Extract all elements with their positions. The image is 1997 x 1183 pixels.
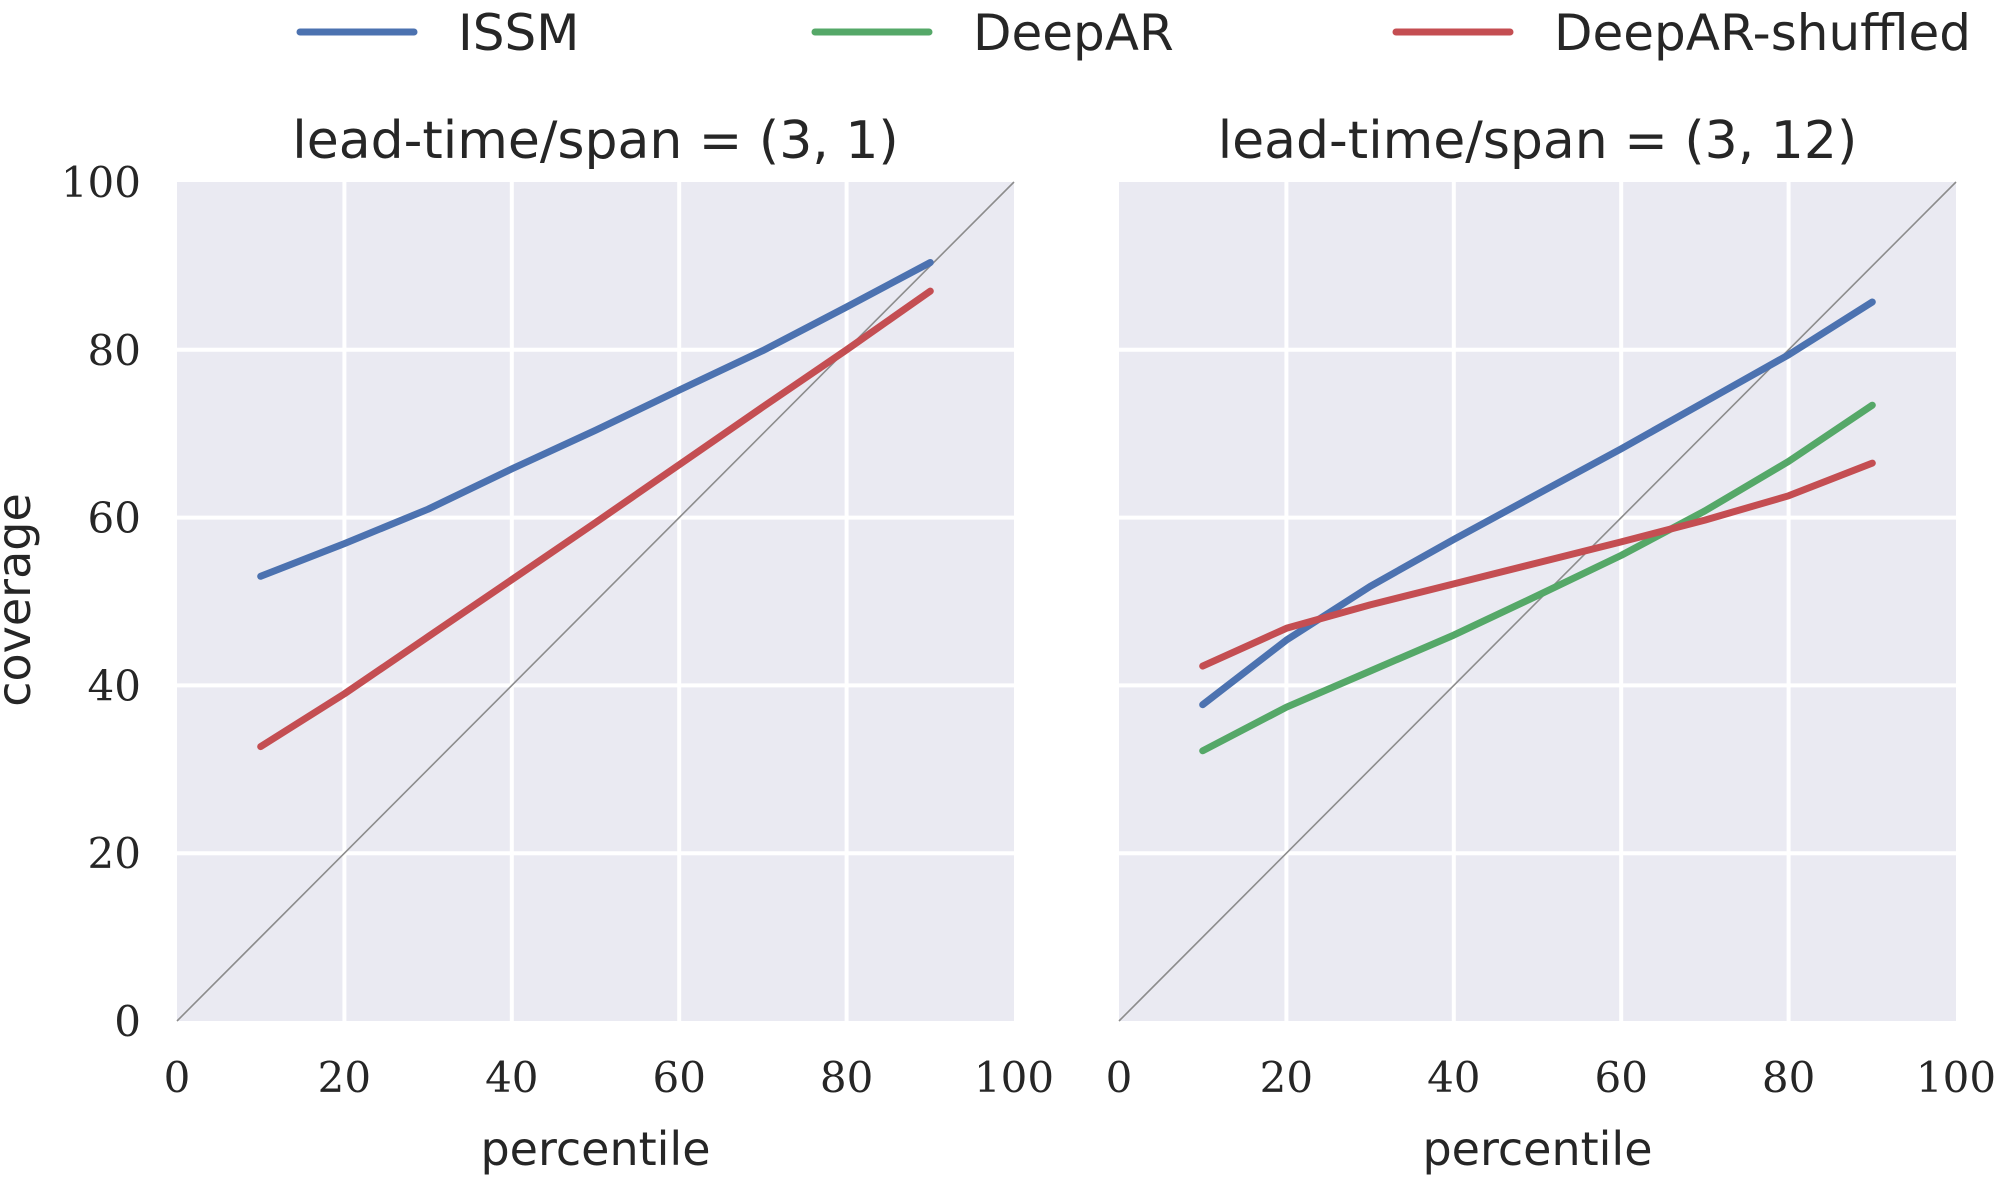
x-tick-label: 40 xyxy=(1427,1053,1480,1102)
y-tick-label: 100 xyxy=(61,158,141,207)
series-line-deepar-shuffled xyxy=(1199,459,1876,670)
reference-diagonal xyxy=(176,181,1015,1022)
legend-label-deepar: DeepAR xyxy=(973,4,1174,62)
legend: ISSM DeepAR DeepAR-shuffled xyxy=(296,4,1971,62)
series-line-deepar xyxy=(1199,401,1876,755)
x-axis-label: percentile xyxy=(480,1122,710,1176)
x-tick-label: 100 xyxy=(974,1053,1054,1102)
series-line-deepar-shuffled xyxy=(257,287,934,751)
legend-label-issm: ISSM xyxy=(458,4,579,62)
panel-right: lead-time/span = (3, 12) 0 20 40 60 80 100 perc… xyxy=(1106,111,1996,1176)
y-axis-label: coverage xyxy=(0,493,41,707)
x-tick-label: 60 xyxy=(652,1053,705,1102)
y-tick-label: 80 xyxy=(88,326,141,375)
x-tick-label: 40 xyxy=(485,1053,538,1102)
series-line-issm xyxy=(257,259,934,580)
y-tick-label: 0 xyxy=(114,997,141,1046)
panel-title: lead-time/span = (3, 1) xyxy=(292,111,898,171)
x-tick-label: 20 xyxy=(318,1053,371,1102)
panel-title: lead-time/span = (3, 12) xyxy=(1218,111,1858,171)
reference-diagonal xyxy=(1118,181,1957,1022)
x-tick-label: 100 xyxy=(1916,1053,1996,1102)
y-tick-label: 60 xyxy=(88,494,141,543)
y-tick-label: 40 xyxy=(88,661,141,710)
x-axis-label: percentile xyxy=(1422,1122,1652,1176)
legend-label-deepar-shuffled: DeepAR-shuffled xyxy=(1554,4,1971,62)
panel-left: lead-time/span = (3, 1) 0 20 40 60 80 100 0 20 40… xyxy=(61,111,1054,1176)
x-tick-label: 80 xyxy=(820,1053,873,1102)
x-tick-label: 20 xyxy=(1260,1053,1313,1102)
x-tick-label: 0 xyxy=(164,1053,191,1102)
x-tick-label: 80 xyxy=(1762,1053,1815,1102)
x-tick-label: 60 xyxy=(1594,1053,1647,1102)
x-tick-label: 0 xyxy=(1106,1053,1133,1102)
y-tick-label: 20 xyxy=(88,829,141,878)
